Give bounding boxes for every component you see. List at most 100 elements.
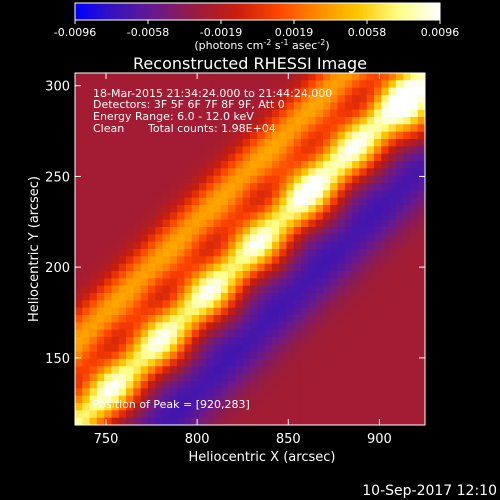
heatmap-cell <box>395 359 404 367</box>
heatmap-cell <box>177 256 185 265</box>
heatmap-cell <box>75 131 83 140</box>
heatmap-cell <box>381 87 389 96</box>
heatmap-cell <box>279 117 287 125</box>
heatmap-cell <box>118 212 127 221</box>
heatmap-cell <box>359 293 368 301</box>
heatmap-cell <box>330 285 338 294</box>
heatmap-cell <box>271 109 280 118</box>
heatmap-cell <box>403 109 411 118</box>
heatmap-cell <box>352 139 360 147</box>
heatmap-cell <box>220 175 229 184</box>
heatmap-cell <box>344 337 353 345</box>
heatmap-cell <box>308 344 317 353</box>
heatmap-cell <box>198 73 207 81</box>
heatmap-cell <box>279 95 287 103</box>
heatmap-cell <box>147 278 156 287</box>
heatmap-cell <box>198 190 207 199</box>
heatmap-cell <box>373 73 382 81</box>
heatmap-cell <box>257 410 265 419</box>
heatmap-cell <box>177 234 185 243</box>
heatmap-cell <box>169 271 178 279</box>
heatmap-cell <box>96 395 105 404</box>
heatmap-cell <box>155 234 163 243</box>
heatmap-cell <box>242 285 251 294</box>
heatmap-cell <box>352 293 360 301</box>
heatmap-cell <box>126 256 134 265</box>
heatmap-cell <box>82 131 90 140</box>
heatmap-cell <box>395 219 404 228</box>
heatmap-cell <box>126 197 134 206</box>
heatmap-cell <box>366 285 375 294</box>
heatmap-cell <box>330 249 338 257</box>
heatmap-cell <box>184 322 193 331</box>
heatmap-cell <box>169 263 178 272</box>
heatmap-cell <box>228 212 236 221</box>
heatmap-cell <box>373 285 382 294</box>
heatmap-cell <box>337 197 346 206</box>
heatmap-cell <box>235 285 244 294</box>
heatmap-cell <box>126 337 134 345</box>
heatmap-cell <box>213 293 222 301</box>
heatmap-cell <box>213 388 222 397</box>
heatmap-cell <box>235 278 244 287</box>
heatmap-cell <box>403 285 411 294</box>
heatmap-cell <box>403 87 411 96</box>
heatmap-cell <box>410 359 419 367</box>
heatmap-cell <box>417 109 425 118</box>
chart-title: Reconstructed RHESSI Image <box>133 54 367 73</box>
heatmap-cell <box>403 263 411 272</box>
heatmap-cell <box>242 227 251 235</box>
heatmap-cell <box>155 80 163 89</box>
heatmap-cell <box>264 241 273 250</box>
heatmap-cell <box>315 212 324 221</box>
heatmap-cell <box>133 359 142 367</box>
heatmap-cell <box>177 366 185 375</box>
heatmap-cell <box>213 175 222 184</box>
heatmap-cell <box>337 161 346 169</box>
heatmap-cell <box>250 168 258 177</box>
heatmap-cell <box>191 278 200 287</box>
heatmap-cell <box>301 102 309 111</box>
heatmap-cell <box>191 109 200 118</box>
heatmap-cell <box>301 395 309 404</box>
heatmap-cell <box>257 175 265 184</box>
heatmap-cell <box>220 95 229 103</box>
heatmap-cell <box>155 271 163 279</box>
heatmap-cell <box>96 190 105 199</box>
heatmap-cell <box>301 161 309 169</box>
heatmap-cell <box>373 381 382 389</box>
heatmap-cell <box>388 337 397 345</box>
heatmap-cell <box>111 197 120 206</box>
heatmap-cell <box>184 161 193 169</box>
heatmap-cell <box>111 153 120 162</box>
heatmap-cell <box>395 351 404 360</box>
heatmap-cell <box>388 168 397 177</box>
heatmap-cell <box>286 175 295 184</box>
heatmap-cell <box>293 403 302 411</box>
heatmap-cell <box>126 153 134 162</box>
heatmap-cell <box>366 87 375 96</box>
heatmap-cell <box>388 212 397 221</box>
heatmap-cell <box>315 344 324 353</box>
heatmap-cell <box>403 73 411 81</box>
heatmap-cell <box>169 322 178 331</box>
heatmap-cell <box>184 175 193 184</box>
heatmap-cell <box>104 95 112 103</box>
heatmap-cell <box>75 146 83 155</box>
heatmap-cell <box>271 359 280 367</box>
heatmap-cell <box>82 300 90 309</box>
heatmap-cell <box>89 205 98 213</box>
heatmap-cell <box>315 175 324 184</box>
heatmap-cell <box>395 271 404 279</box>
heatmap-cell <box>177 183 185 191</box>
heatmap-cell <box>104 373 112 382</box>
heatmap-cell <box>381 219 389 228</box>
heatmap-cell <box>410 366 419 375</box>
heatmap-cell <box>388 219 397 228</box>
heatmap-cell <box>133 234 142 243</box>
heatmap-cell <box>308 205 317 213</box>
heatmap-cell <box>308 161 317 169</box>
heatmap-cell <box>242 322 251 331</box>
heatmap-cell <box>242 168 251 177</box>
heatmap-cell <box>126 183 134 191</box>
